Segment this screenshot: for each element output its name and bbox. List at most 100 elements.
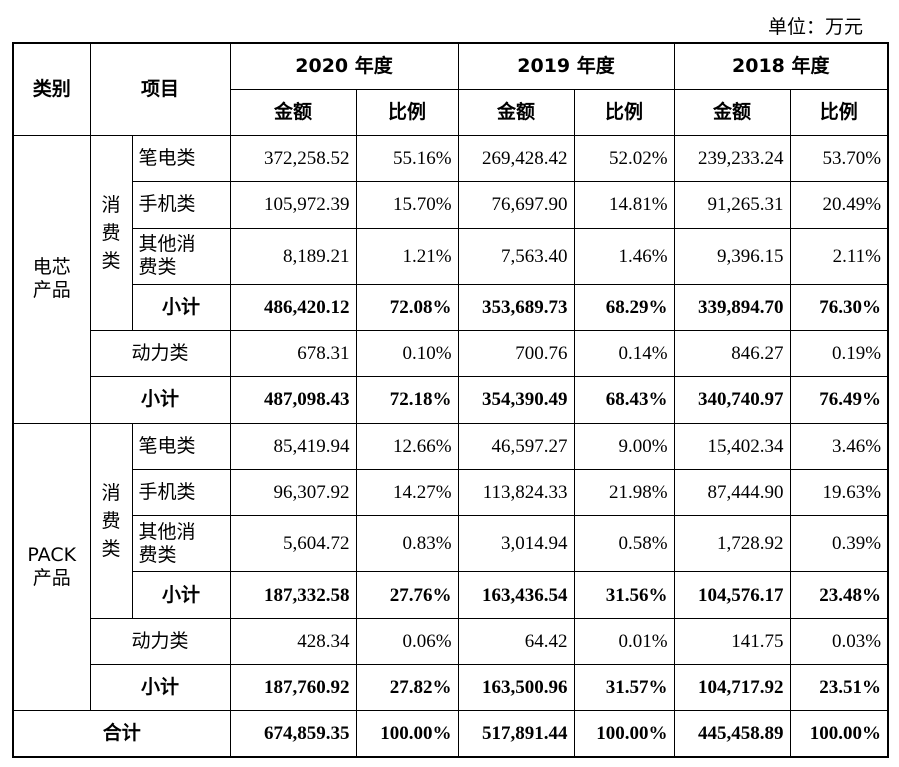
category-name-line2: 产品 (32, 279, 71, 302)
amount-cell: 487,098.43 (229, 376, 357, 424)
amount-cell: 269,428.42 (457, 134, 575, 183)
ratio-cell: 76.49% (789, 376, 889, 424)
ratio-cell: 23.51% (789, 663, 889, 712)
ratio-cell: 0.01% (573, 617, 675, 665)
amount-cell: 517,891.44 (457, 710, 575, 758)
amount-cell: 113,824.33 (457, 468, 575, 517)
category-cell: 电芯 产品 (12, 135, 91, 424)
consumer-label: 消 费 类 (89, 134, 133, 332)
amount-cell: 87,444.90 (673, 468, 791, 517)
consumer-label-char: 费 (101, 509, 121, 532)
ratio-cell: 72.18% (355, 376, 459, 424)
ratio-cell: 31.56% (573, 571, 675, 619)
amount-cell: 340,740.97 (673, 376, 791, 424)
ratio-cell: 53.70% (789, 134, 889, 183)
table-row: 电芯 产品 消 费 类 笔电类 372,258.52 55.16% 269,42… (12, 134, 889, 424)
ratio-cell: 12.66% (355, 422, 459, 470)
item-label: 手机类 (131, 181, 231, 229)
amount-cell: 678.31 (229, 330, 357, 378)
header-amount: 金额 (457, 88, 575, 137)
amount-cell: 5,604.72 (229, 515, 357, 573)
ratio-cell: 0.39% (789, 515, 889, 573)
amount-cell: 141.75 (673, 617, 791, 665)
header-item: 项目 (89, 42, 231, 136)
ratio-cell: 15.70% (355, 181, 459, 229)
amount-cell: 846.27 (673, 330, 791, 378)
subtotal-label: 小计 (131, 283, 231, 332)
amount-cell: 64.42 (457, 617, 575, 665)
header-amount: 金额 (229, 88, 357, 137)
subtotal-label: 小计 (89, 663, 231, 712)
consumer-label-char: 消 (101, 481, 121, 504)
table-row: 其他消 费类 8,189.21 1.21% 7,563.40 1.46% 9,3… (13, 227, 889, 285)
consumer-label-char: 费 (101, 222, 121, 245)
unit-label: 单位：万元 (767, 16, 863, 38)
subtotal-label: 小计 (131, 571, 231, 619)
header-category: 类别 (12, 42, 91, 136)
table-row: 其他消 费类 5,604.72 0.83% 3,014.94 0.58% 1,7… (13, 515, 889, 573)
ratio-cell: 52.02% (573, 134, 675, 183)
amount-cell: 187,332.58 (229, 571, 357, 619)
category-name-line2: 产品 (32, 566, 71, 589)
item-label-line2: 费类 (138, 256, 177, 279)
consumer-label-char: 消 (101, 194, 121, 217)
header-year-2018: 2018 年度 (673, 42, 889, 90)
amount-cell: 163,436.54 (457, 571, 575, 619)
ratio-cell: 21.98% (573, 468, 675, 517)
header-ratio: 比例 (355, 88, 459, 137)
item-label: 其他消 费类 (131, 515, 231, 573)
ratio-cell: 0.06% (355, 617, 459, 665)
table-row: 动力类 678.31 0.10% 700.76 0.14% 846.27 0.1… (13, 330, 889, 378)
amount-cell: 1,728.92 (673, 515, 791, 573)
ratio-cell: 19.63% (789, 468, 889, 517)
item-label: 笔电类 (131, 422, 231, 470)
ratio-cell: 100.00% (355, 710, 459, 758)
consumer-label-char: 类 (101, 250, 121, 273)
header-year-2019: 2019 年度 (457, 42, 675, 90)
ratio-cell: 76.30% (789, 283, 889, 332)
header-amount: 金额 (673, 88, 791, 137)
amount-cell: 486,420.12 (229, 283, 357, 332)
ratio-cell: 0.14% (573, 330, 675, 378)
ratio-cell: 0.10% (355, 330, 459, 378)
amount-cell: 674,859.35 (229, 710, 357, 758)
ratio-cell: 0.58% (573, 515, 675, 573)
ratio-cell: 72.08% (355, 283, 459, 332)
amount-cell: 3,014.94 (457, 515, 575, 573)
header-year-2020: 2020 年度 (229, 42, 459, 90)
amount-cell: 85,419.94 (229, 422, 357, 470)
ratio-cell: 100.00% (573, 710, 675, 758)
ratio-cell: 1.21% (355, 227, 459, 285)
ratio-cell: 55.16% (355, 134, 459, 183)
amount-cell: 163,500.96 (457, 663, 575, 712)
item-label: 手机类 (131, 468, 231, 517)
table-row: 动力类 428.34 0.06% 64.42 0.01% 141.75 0.03… (13, 617, 889, 665)
table-row-subtotal: 小计 487,098.43 72.18% 354,390.49 68.43% 3… (13, 376, 889, 424)
ratio-cell: 20.49% (789, 181, 889, 229)
table-row: 手机类 96,307.92 14.27% 113,824.33 21.98% 8… (13, 468, 889, 517)
table-row-subtotal: 小计 486,420.12 72.08% 353,689.73 68.29% 3… (13, 283, 889, 332)
amount-cell: 96,307.92 (229, 468, 357, 517)
table-row-subtotal: 小计 187,760.92 27.82% 163,500.96 31.57% 1… (13, 663, 889, 712)
amount-cell: 239,233.24 (673, 134, 791, 183)
ratio-cell: 68.43% (573, 376, 675, 424)
table-row: PACK 产品 消 费 类 笔电类 85,419.94 12.66% 46,59… (12, 422, 889, 712)
amount-cell: 445,458.89 (673, 710, 791, 758)
amount-cell: 15,402.34 (673, 422, 791, 470)
category-name-line1: 电芯 (32, 256, 71, 279)
header-ratio: 比例 (573, 88, 675, 137)
amount-cell: 9,396.15 (673, 227, 791, 285)
total-label: 合计 (12, 710, 231, 758)
amount-cell: 76,697.90 (457, 181, 575, 229)
table-row-total: 合计 674,859.35 100.00% 517,891.44 100.00%… (12, 710, 889, 758)
amount-cell: 105,972.39 (229, 181, 357, 229)
ratio-cell: 27.76% (355, 571, 459, 619)
header-row-cols: 金额 比例 金额 比例 金额 比例 (13, 88, 889, 137)
amount-cell: 372,258.52 (229, 134, 357, 183)
category-name-line1: PACK (27, 543, 77, 566)
table-row: 手机类 105,972.39 15.70% 76,697.90 14.81% 9… (13, 181, 889, 229)
revenue-breakdown-table: 类别 项目 2020 年度 2019 年度 2018 年度 金额 比例 金额 比… (12, 42, 890, 758)
consumer-label-char: 类 (101, 537, 121, 560)
amount-cell: 104,717.92 (673, 663, 791, 712)
amount-cell: 428.34 (229, 617, 357, 665)
